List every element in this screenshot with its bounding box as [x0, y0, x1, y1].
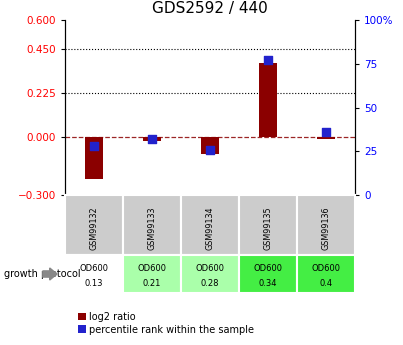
- Text: GSM99135: GSM99135: [264, 206, 272, 250]
- Point: [91, 143, 97, 149]
- Text: GSM99134: GSM99134: [206, 206, 214, 250]
- Text: 0.4: 0.4: [320, 279, 332, 288]
- Bar: [202, 137, 219, 154]
- Point: [149, 136, 155, 142]
- Text: growth protocol: growth protocol: [4, 269, 81, 279]
- Title: GDS2592 / 440: GDS2592 / 440: [152, 1, 268, 16]
- Bar: [85, 137, 103, 179]
- Bar: [259, 63, 277, 137]
- Text: 0.13: 0.13: [85, 279, 103, 288]
- Text: GSM99132: GSM99132: [89, 206, 98, 250]
- Legend: log2 ratio, percentile rank within the sample: log2 ratio, percentile rank within the s…: [74, 308, 258, 338]
- Text: 0.21: 0.21: [143, 279, 161, 288]
- Text: OD600: OD600: [79, 264, 108, 273]
- Bar: [143, 137, 161, 140]
- Text: OD600: OD600: [195, 264, 224, 273]
- Text: OD600: OD600: [253, 264, 283, 273]
- Text: 0.28: 0.28: [201, 279, 219, 288]
- Point: [265, 58, 271, 63]
- Point: [207, 147, 213, 152]
- Point: [323, 129, 329, 135]
- Text: 0.34: 0.34: [259, 279, 277, 288]
- Text: OD600: OD600: [137, 264, 166, 273]
- Text: GSM99133: GSM99133: [147, 206, 156, 250]
- Text: GSM99136: GSM99136: [322, 206, 330, 250]
- Text: OD600: OD600: [312, 264, 341, 273]
- Bar: [317, 137, 335, 139]
